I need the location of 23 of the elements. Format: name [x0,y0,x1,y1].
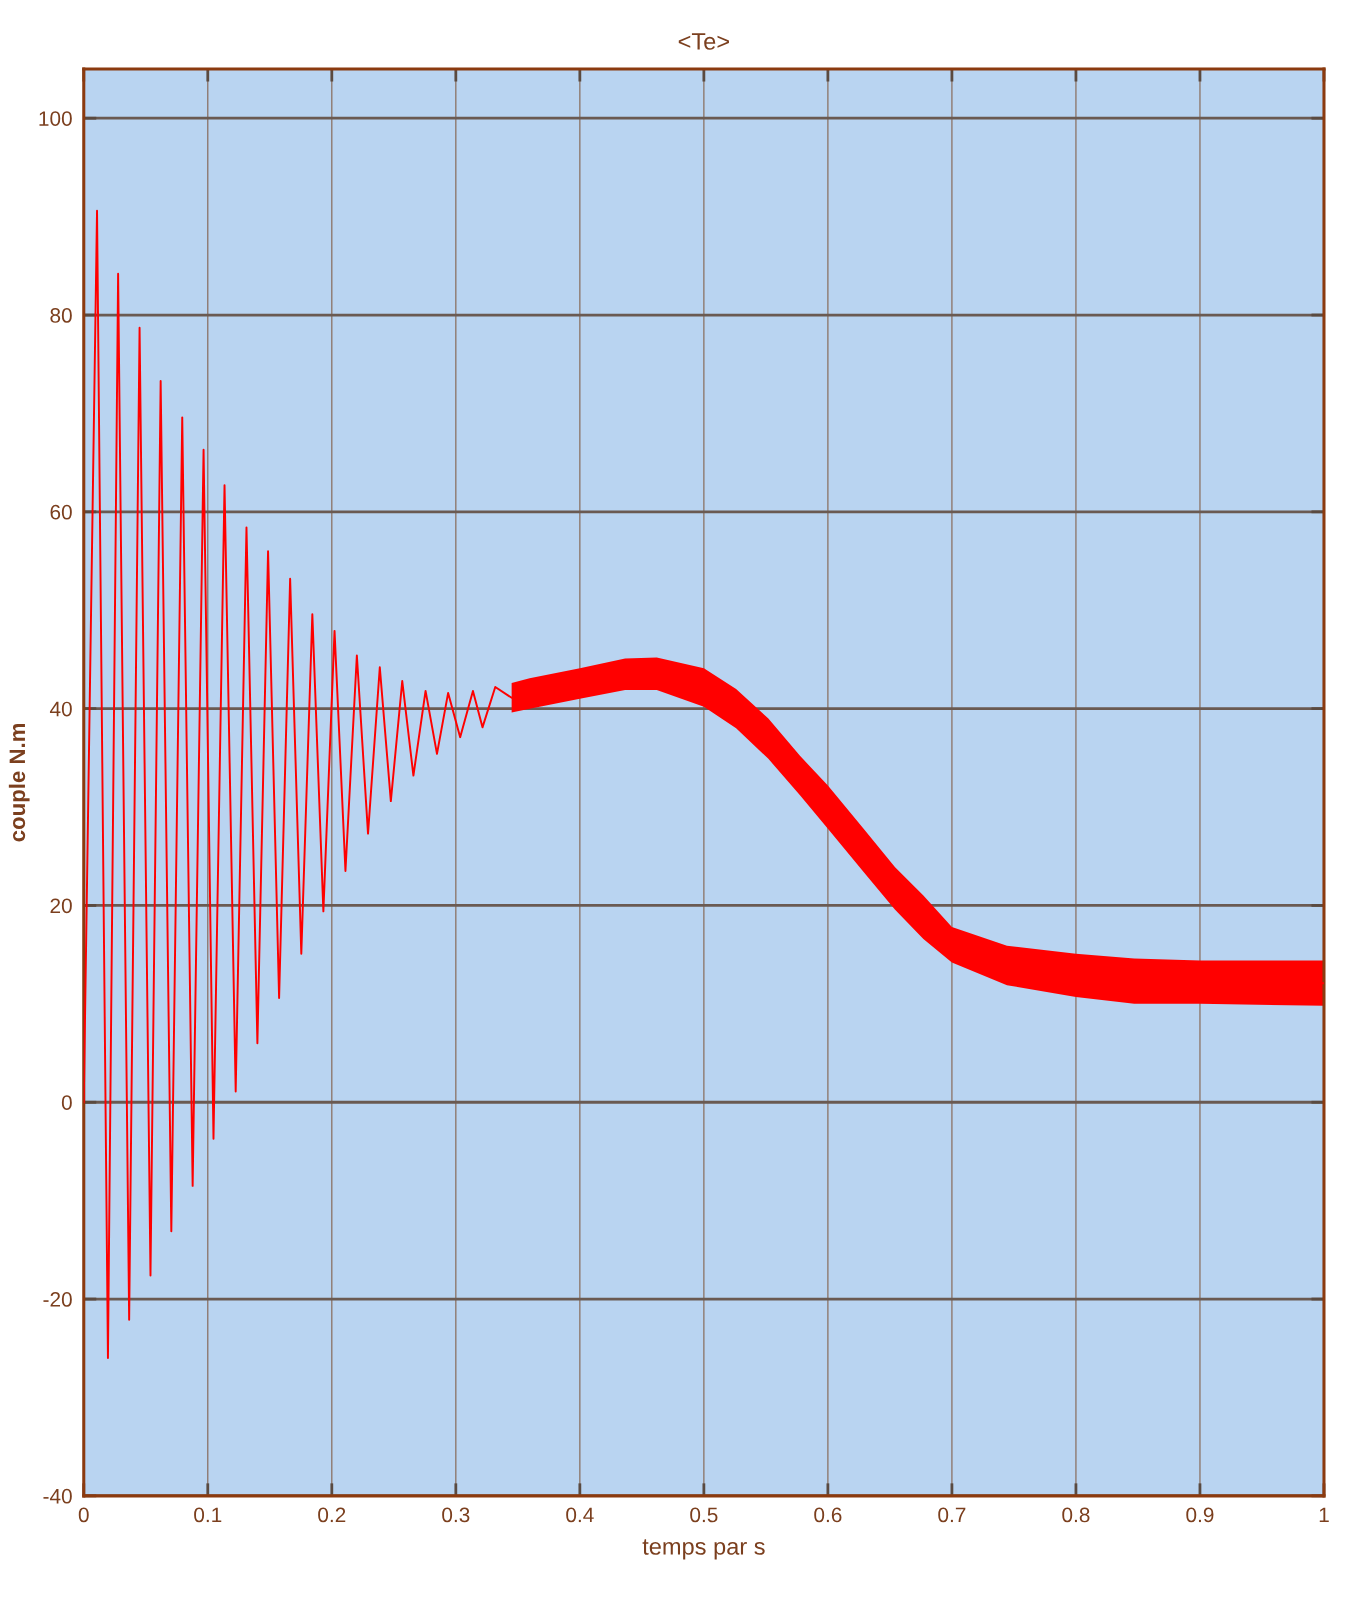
x-axis-title: temps par s [642,1539,765,1560]
y-tick-label: -40 [43,1488,72,1504]
x-tick-label: 0 [78,1507,89,1523]
y-tick-label: -20 [43,1292,72,1307]
y-tick-label: 100 [39,111,72,126]
x-tick-label: 0.3 [442,1507,470,1523]
y-tick-label: 40 [49,701,72,717]
x-tick-label: 0.4 [566,1507,594,1523]
x-tick-label: 0.9 [1186,1507,1214,1523]
y-tick-label: 60 [50,504,72,520]
chart-title: <Te> [678,33,729,50]
y-axis-title: couple N.m [8,723,30,842]
x-tick-label: 0.2 [318,1507,346,1523]
y-tick-label: 80 [50,308,72,323]
x-tick-label: 0.8 [1062,1507,1090,1523]
x-tick-label: 0.5 [690,1507,718,1523]
x-tick-label: 1 [1319,1507,1329,1523]
x-tick-label: 0.7 [938,1507,966,1523]
x-tick-label: 0.1 [194,1507,222,1523]
y-tick-label: 20 [50,898,72,914]
y-tick-label: 0 [61,1095,72,1110]
line-series [83,209,1324,1360]
x-tick-label: 0.6 [814,1507,842,1523]
